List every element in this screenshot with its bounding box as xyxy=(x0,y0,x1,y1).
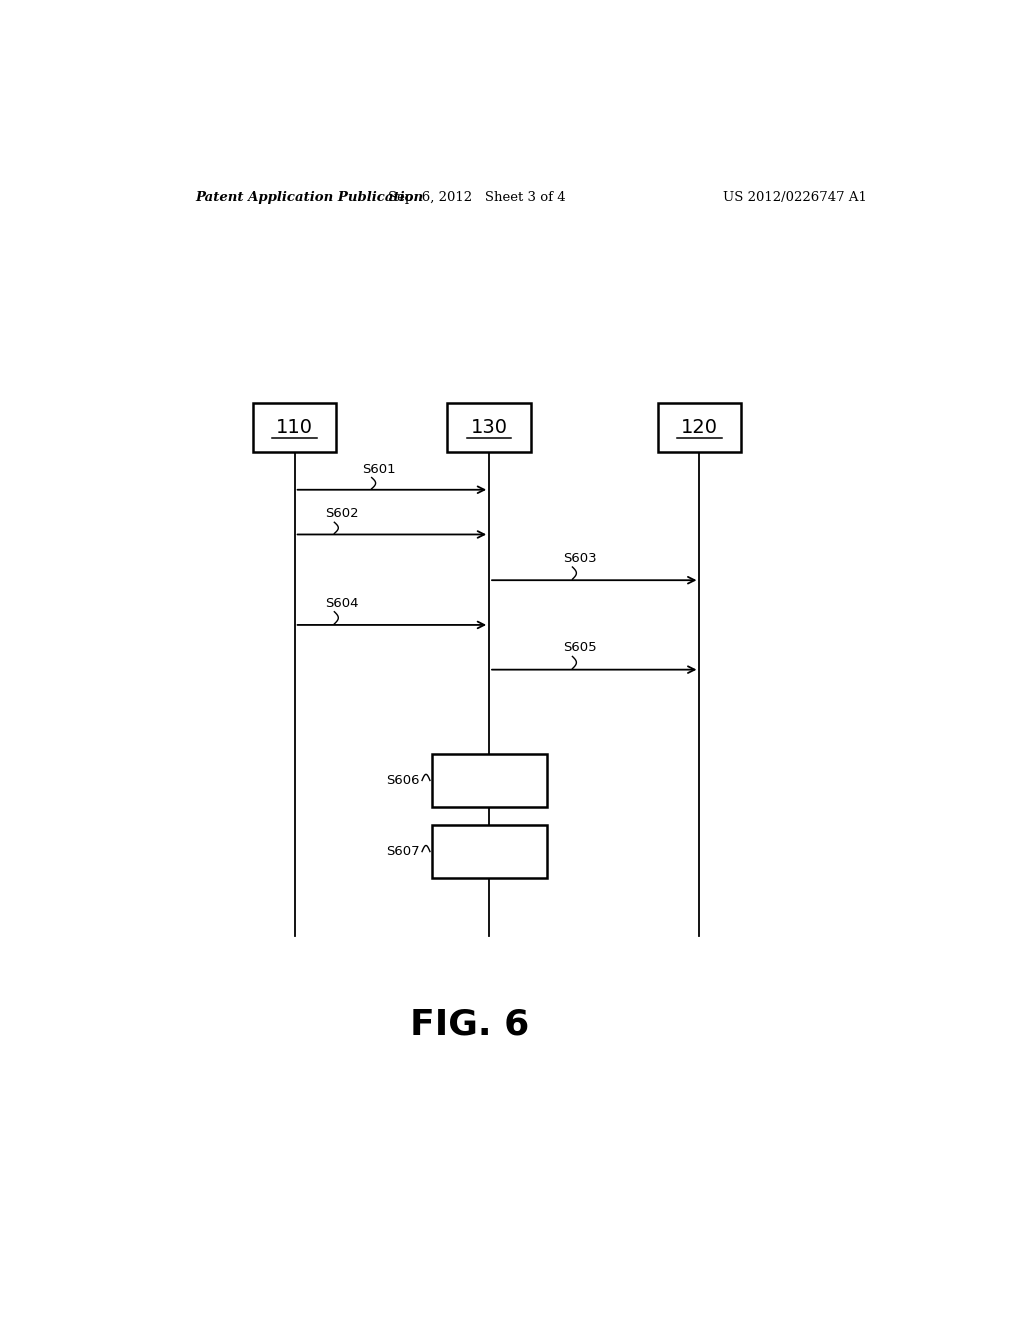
Text: S607: S607 xyxy=(386,845,420,858)
Text: Sep. 6, 2012   Sheet 3 of 4: Sep. 6, 2012 Sheet 3 of 4 xyxy=(388,190,566,203)
Bar xyxy=(431,754,547,807)
Text: US 2012/0226747 A1: US 2012/0226747 A1 xyxy=(723,190,866,203)
Bar xyxy=(253,404,336,453)
Text: S603: S603 xyxy=(563,552,597,565)
Text: S604: S604 xyxy=(325,597,358,610)
Text: 110: 110 xyxy=(276,418,313,437)
Text: 130: 130 xyxy=(471,418,508,437)
Text: Patent Application Publication: Patent Application Publication xyxy=(196,190,424,203)
Text: S601: S601 xyxy=(362,462,395,475)
Text: S605: S605 xyxy=(563,642,597,655)
Bar xyxy=(431,825,547,878)
Text: FIG. 6: FIG. 6 xyxy=(410,1007,528,1041)
Bar xyxy=(447,404,530,453)
Text: 120: 120 xyxy=(681,418,718,437)
Text: S602: S602 xyxy=(325,507,358,520)
Text: S606: S606 xyxy=(386,774,420,787)
Bar xyxy=(657,404,741,453)
